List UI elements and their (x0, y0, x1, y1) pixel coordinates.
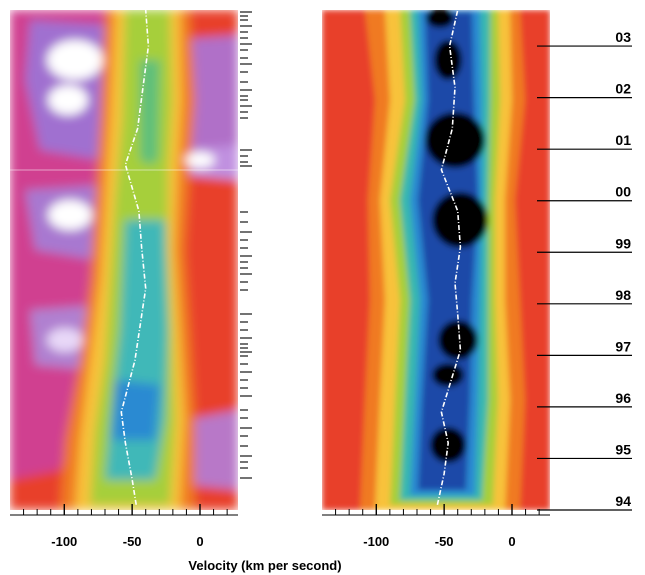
left-white-spot-4 (47, 328, 83, 352)
left-x-tick-label: 0 (196, 534, 203, 549)
year-axis: 94 95 96 97 98 99 00 01 02 03 (537, 29, 632, 511)
left-white-spot-5 (185, 152, 215, 168)
year-label: 97 (615, 338, 631, 354)
left-heatmap-panel (10, 10, 238, 510)
year-label: 98 (615, 287, 631, 303)
year-label: 95 (615, 441, 631, 457)
year-label: 96 (615, 390, 631, 406)
left-white-spot-2 (48, 85, 88, 115)
left-velocity-track (120, 10, 150, 505)
left-white-spot-1 (47, 40, 103, 80)
right-velocity-track (436, 10, 462, 505)
right-core-5 (438, 320, 478, 360)
right-core-1 (426, 10, 454, 28)
right-x-axis: -100 -50 0 (322, 504, 550, 549)
left-x-tick-label: -50 (123, 534, 142, 549)
right-x-tick-label: -50 (435, 534, 454, 549)
left-x-axis: -100 -50 0 (10, 504, 238, 549)
x-axis-label: Velocity (km per second) (188, 558, 341, 573)
right-core-2 (434, 40, 462, 80)
left-x-tick-label: -100 (51, 534, 77, 549)
left-observation-ticks (240, 11, 252, 479)
year-label: 03 (615, 29, 631, 45)
year-label: 99 (615, 235, 631, 251)
right-x-tick-label: -100 (363, 534, 389, 549)
left-band-blue (112, 380, 160, 440)
year-label: 02 (615, 81, 631, 97)
right-core-4 (432, 192, 488, 248)
year-label: 01 (615, 132, 631, 148)
year-label: 00 (615, 184, 631, 200)
left-purple-right-low (185, 410, 238, 490)
right-core-6 (432, 363, 464, 387)
year-label: 94 (615, 493, 631, 509)
left-white-spot-3 (48, 200, 92, 230)
left-band-green-dark (140, 60, 160, 165)
right-x-tick-label: 0 (508, 534, 515, 549)
right-heatmap-panel (322, 10, 550, 510)
right-core-3 (425, 112, 485, 168)
